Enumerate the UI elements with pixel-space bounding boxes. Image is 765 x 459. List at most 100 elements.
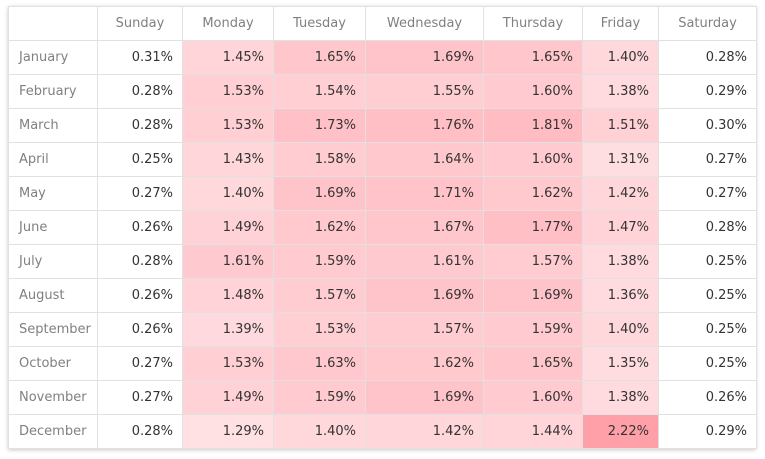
heatmap-cell: 1.71% [365,176,484,211]
heatmap-cell: 1.47% [582,210,659,245]
heatmap-cell: 1.43% [182,142,274,177]
heatmap-cell: 0.25% [658,278,757,313]
heatmap-cell: 0.27% [97,380,183,415]
heatmap-cell: 1.44% [483,414,583,449]
heatmap-cell: 0.26% [97,210,183,245]
heatmap-cell: 1.48% [182,278,274,313]
heatmap-cell: 1.49% [182,380,274,415]
heatmap-cell: 1.53% [182,108,274,143]
table-row: August 0.26% 1.48% 1.57% 1.69% 1.69% 1.36% 0.25… [8,278,757,313]
heatmap-cell: 0.28% [97,108,183,143]
heatmap-cell: 1.57% [483,244,583,279]
heatmap-cell: 0.29% [658,414,757,449]
heatmap-cell: 0.28% [658,210,757,245]
column-header-monday: Monday [182,6,274,41]
heatmap-cell: 0.28% [658,40,757,75]
heatmap-cell: 0.27% [658,142,757,177]
heatmap-cell: 1.53% [182,74,274,109]
heatmap-cell: 1.59% [483,312,583,347]
row-header: February [8,74,98,109]
column-header-friday: Friday [582,6,659,41]
heatmap-cell: 1.67% [365,210,484,245]
heatmap-cell: 1.60% [483,380,583,415]
column-header-tuesday: Tuesday [273,6,366,41]
heatmap-cell: 0.27% [97,346,183,381]
heatmap-cell: 1.58% [273,142,366,177]
row-header: June [8,210,98,245]
heatmap-cell: 1.54% [273,74,366,109]
heatmap-cell: 0.31% [97,40,183,75]
heatmap-table: Sunday Monday Tuesday Wednesday Thursday… [8,6,757,449]
heatmap-cell: 0.25% [97,142,183,177]
column-header-sunday: Sunday [97,6,183,41]
heatmap-cell: 1.31% [582,142,659,177]
heatmap-cell: 0.26% [97,312,183,347]
heatmap-cell: 0.28% [97,244,183,279]
heatmap-cell: 1.69% [483,278,583,313]
heatmap-cell: 0.28% [97,414,183,449]
row-header: March [8,108,98,143]
heatmap-cell: 1.65% [273,40,366,75]
heatmap-cell: 1.61% [182,244,274,279]
heatmap-cell: 0.25% [658,312,757,347]
heatmap-cell: 1.29% [182,414,274,449]
heatmap-cell: 1.40% [182,176,274,211]
row-header: November [8,380,98,415]
heatmap-cell: 1.60% [483,74,583,109]
heatmap-cell: 1.38% [582,380,659,415]
heatmap-cell: 1.62% [273,210,366,245]
heatmap-cell: 1.36% [582,278,659,313]
heatmap-cell: 2.22% [582,414,659,449]
heatmap-cell: 1.62% [365,346,484,381]
heatmap-cell: 1.69% [365,380,484,415]
heatmap-cell: 1.40% [273,414,366,449]
heatmap-cell: 1.63% [273,346,366,381]
heatmap-grid: Sunday Monday Tuesday Wednesday Thursday… [8,6,757,449]
heatmap-cell: 1.45% [182,40,274,75]
heatmap-cell: 1.69% [365,278,484,313]
heatmap-cell: 1.69% [365,40,484,75]
heatmap-cell: 1.38% [582,244,659,279]
row-header: May [8,176,98,211]
heatmap-cell: 1.59% [273,244,366,279]
heatmap-cell: 0.25% [658,346,757,381]
table-row: October 0.27% 1.53% 1.63% 1.62% 1.65% 1.35% 0.2… [8,346,757,381]
row-header: July [8,244,98,279]
heatmap-cell: 1.35% [582,346,659,381]
heatmap-cell: 1.61% [365,244,484,279]
heatmap-cell: 0.26% [97,278,183,313]
heatmap-cell: 1.53% [182,346,274,381]
heatmap-body: January 0.31% 1.45% 1.65% 1.69% 1.65% 1.40% 0.2… [8,40,757,449]
column-header-wednesday: Wednesday [365,6,484,41]
heatmap-cell: 0.25% [658,244,757,279]
heatmap-cell: 0.30% [658,108,757,143]
table-row: March 0.28% 1.53% 1.73% 1.76% 1.81% 1.51% 0.30% [8,108,757,143]
heatmap-cell: 1.38% [582,74,659,109]
heatmap-cell: 1.57% [273,278,366,313]
column-header-saturday: Saturday [658,6,757,41]
heatmap-cell: 1.57% [365,312,484,347]
row-header: December [8,414,98,449]
row-header: April [8,142,98,177]
heatmap-cell: 1.42% [582,176,659,211]
heatmap-cell: 1.59% [273,380,366,415]
heatmap-cell: 1.51% [582,108,659,143]
heatmap-cell: 1.39% [182,312,274,347]
heatmap-cell: 1.73% [273,108,366,143]
heatmap-cell: 1.62% [483,176,583,211]
heatmap-cell: 1.69% [273,176,366,211]
heatmap-cell: 0.26% [658,380,757,415]
heatmap-cell: 0.28% [97,74,183,109]
heatmap-cell: 1.40% [582,312,659,347]
heatmap-cell: 0.29% [658,74,757,109]
corner-cell [8,6,98,41]
table-row: June 0.26% 1.49% 1.62% 1.67% 1.77% 1.47% 0.28% [8,210,757,245]
heatmap-cell: 1.64% [365,142,484,177]
table-row: September 0.26% 1.39% 1.53% 1.57% 1.59% 1.40% 0… [8,312,757,347]
column-header-row: Sunday Monday Tuesday Wednesday Thursday… [8,6,757,41]
row-header: September [8,312,98,347]
heatmap-cell: 1.42% [365,414,484,449]
heatmap-cell: 1.65% [483,40,583,75]
heatmap-cell: 1.53% [273,312,366,347]
heatmap-cell: 1.81% [483,108,583,143]
